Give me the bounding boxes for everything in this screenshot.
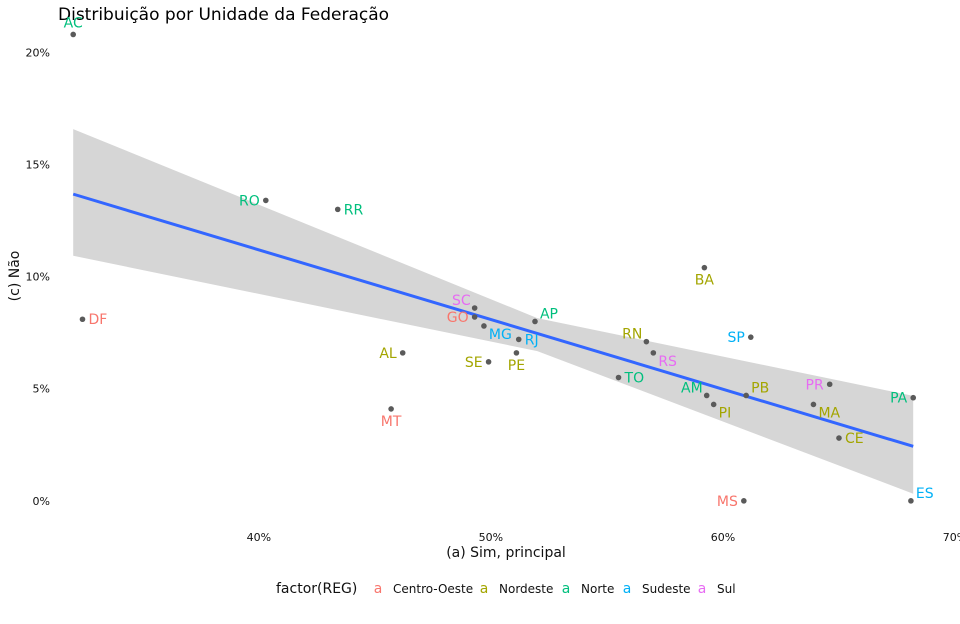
point-label-to: TO [624, 371, 645, 387]
point-ap [532, 318, 538, 325]
point-ba [701, 264, 708, 271]
legend-key: a [374, 581, 383, 597]
regression-line [72, 192, 914, 448]
point-to [615, 374, 622, 381]
confidence-band [73, 129, 914, 494]
point-label-sc: SC [452, 293, 471, 309]
point-rj [515, 336, 522, 343]
legend-entries: a Centro-Oeste a Nordeste a Norte a Sudeste a Sul [374, 581, 736, 597]
point-pr [826, 381, 833, 388]
point-rs [650, 350, 657, 356]
point-label-es: ES [916, 486, 934, 502]
point-pe [513, 350, 520, 356]
x-tick-label: 70% [943, 531, 960, 544]
point-label-rs: RS [658, 354, 677, 370]
point-ro [263, 197, 269, 204]
point-label-sp: SP [727, 330, 744, 346]
y-tick-label: 15% [26, 159, 50, 172]
point-label-se: SE [465, 355, 483, 371]
y-tick-label: 5% [33, 383, 50, 396]
point-label-ap: AP [540, 306, 558, 322]
point-label-go: GO [447, 310, 469, 326]
point-label-pa: PA [890, 391, 908, 407]
point-label-mt: MT [381, 414, 402, 430]
legend: factor(REG) a Centro-Oeste a Nordeste a Norte… [276, 581, 736, 597]
point-sp [747, 334, 754, 340]
point-label-mg: MG [489, 327, 512, 343]
x-axis-title: (a) Sim, principal [446, 545, 566, 561]
point-label-al: AL [379, 346, 397, 362]
point-df [79, 316, 86, 323]
x-tick-label: 50% [479, 531, 503, 544]
y-tick-label: 0% [33, 495, 50, 508]
legend-label-centro-oeste: Centro-Oeste [393, 582, 473, 596]
legend-key: a [698, 581, 707, 597]
point-al [399, 350, 406, 356]
legend-key: a [562, 581, 571, 597]
point-pa [910, 394, 917, 401]
legend-title: factor(REG) [276, 581, 357, 597]
y-tick-label: 20% [26, 46, 50, 59]
point-rr [334, 206, 341, 213]
legend-label-norte: Norte [581, 582, 614, 596]
point-label-rn: RN [622, 327, 642, 343]
point-label-rj: RJ [525, 332, 539, 348]
y-tick-label: 10% [26, 271, 50, 284]
point-label-df: DF [88, 312, 107, 328]
point-label-pb: PB [751, 380, 769, 396]
point-label-ac: AC [64, 15, 83, 31]
point-go [471, 314, 478, 320]
point-label-am: AM [681, 380, 703, 396]
chart-title: Distribuição por Unidade da Federação [58, 5, 389, 25]
point-label-pr: PR [806, 377, 824, 393]
point-label-ce: CE [845, 431, 864, 447]
y-axis-ticks: 0% 5% 10% 15% 20% [26, 46, 50, 507]
point-rn [643, 338, 650, 345]
legend-label-sudeste: Sudeste [642, 582, 691, 596]
y-axis-title: (c) Não [7, 251, 23, 302]
point-pi [710, 401, 717, 408]
legend-key: a [480, 581, 489, 597]
point-sc [471, 305, 478, 311]
point-label-ro: RO [239, 193, 260, 209]
x-tick-label: 60% [711, 531, 735, 544]
point-label-pi: PI [719, 405, 732, 421]
point-ma [810, 401, 817, 408]
point-mt [388, 406, 394, 412]
point-pb [743, 392, 749, 399]
confidence-band-layer [73, 129, 914, 494]
point-label-ba: BA [695, 273, 715, 289]
point-label-ms: MS [717, 494, 738, 510]
point-am [703, 392, 710, 399]
points-layer [70, 31, 917, 504]
legend-key: a [623, 581, 632, 597]
point-ac [70, 31, 77, 38]
point-label-ma: MA [818, 405, 840, 421]
point-ms [741, 498, 747, 504]
x-tick-label: 40% [247, 531, 271, 544]
regression-line-layer [72, 192, 914, 448]
point-label-pe: PE [508, 358, 525, 374]
point-mg [481, 323, 487, 329]
x-axis-ticks: 40% 50% 60% 70% [247, 531, 960, 544]
legend-label-sul: Sul [717, 582, 736, 596]
legend-label-nordeste: Nordeste [499, 582, 553, 596]
point-se [485, 359, 492, 365]
point-label-rr: RR [344, 202, 364, 218]
point-ce [836, 435, 842, 441]
point-es [908, 498, 914, 504]
